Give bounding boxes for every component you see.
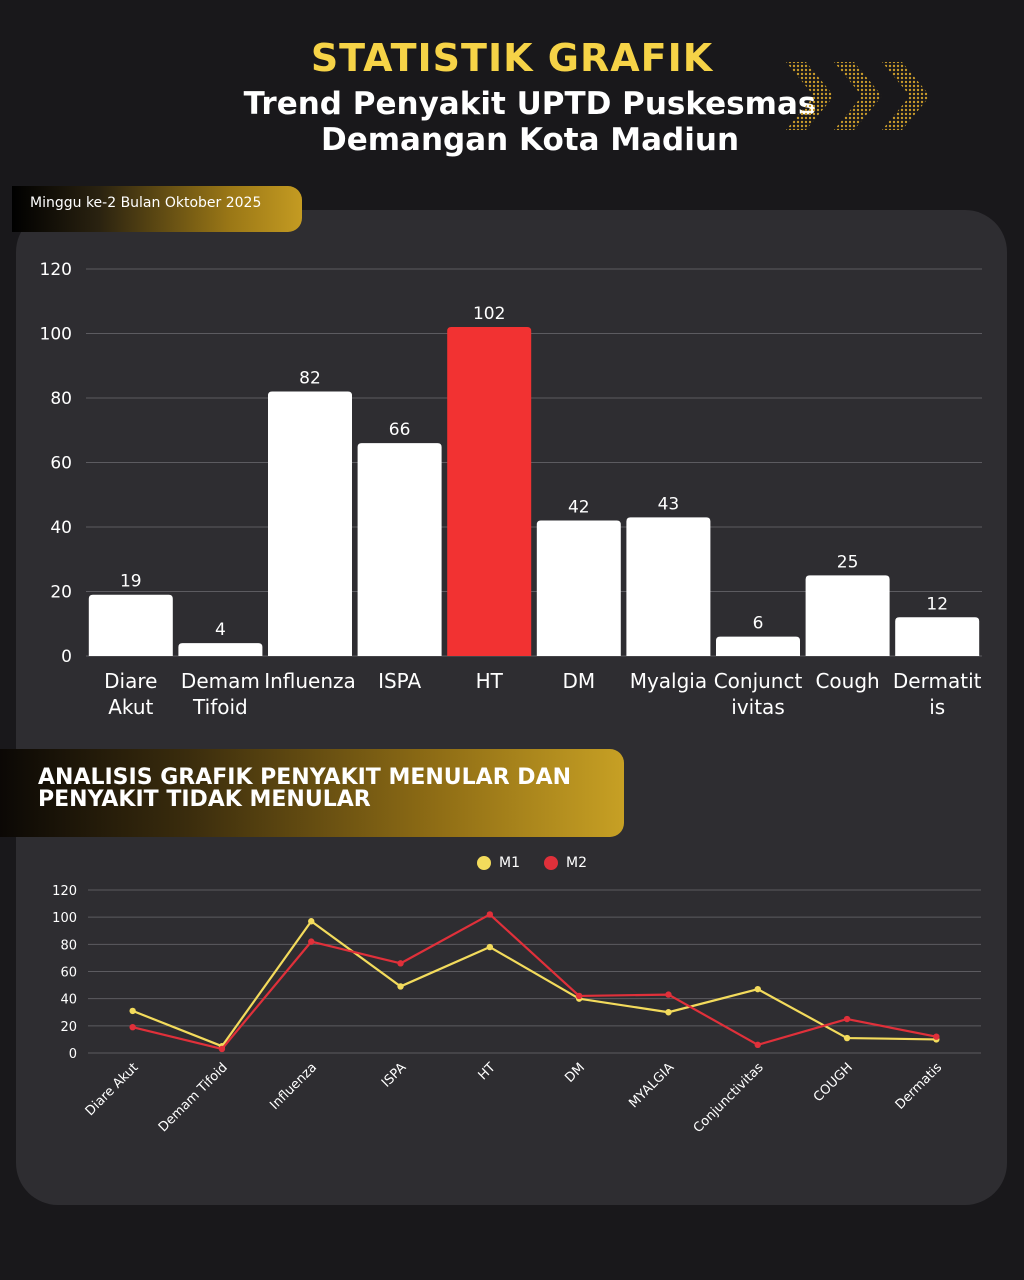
legend-dot-m1 (477, 856, 491, 870)
bar-y-tick-label: 40 (50, 518, 72, 538)
series-point-m2 (308, 938, 315, 945)
bar-dermatitis (895, 617, 980, 656)
series-point-m2 (575, 992, 583, 1000)
bar-value-label: 102 (473, 304, 505, 324)
bar-category-label: Influenza (264, 669, 356, 693)
bar-category-label: ISPA (378, 669, 421, 693)
line-chart-legend: M1 M2 (0, 852, 1024, 874)
series-line-m2 (132, 913, 937, 1051)
bar-demam-tifoid (178, 643, 263, 656)
subtitle-line-1: Trend Penyakit UPTD Puskesmas (243, 86, 817, 122)
legend-item-m1: M1 (477, 852, 520, 874)
bar-diare-akut (88, 594, 173, 656)
series-point-m1 (397, 983, 404, 990)
line-x-tick-label: ISPA (379, 1060, 409, 1090)
line-x-tick-label: HT (476, 1060, 499, 1083)
series-point-m2 (665, 991, 672, 998)
bar-y-tick-label: 20 (50, 583, 72, 603)
section-banner: ANALISIS GRAFIK PENYAKIT MENULAR DAN PEN… (0, 749, 624, 837)
series-point-m2 (486, 911, 494, 918)
line-y-tick-label: 100 (52, 911, 77, 926)
series-point-m1 (486, 943, 494, 951)
line-y-tick-label: 60 (60, 966, 77, 981)
bar-y-tick-label: 100 (40, 325, 72, 345)
bar-category-label: Akut (108, 695, 153, 719)
bar-value-label: 25 (837, 552, 859, 572)
bar-cough (805, 575, 890, 656)
series-point-m2 (218, 1045, 226, 1053)
bar-influenza (268, 391, 352, 656)
series-point-m2 (129, 1023, 136, 1031)
bar-value-label: 43 (658, 494, 680, 514)
legend-dot-m2 (544, 856, 558, 870)
line-y-tick-label: 20 (60, 1020, 77, 1035)
line-x-tick-label: Diare Akut (83, 1060, 142, 1119)
series-point-m2 (933, 1033, 940, 1040)
line-x-tick-label: MYALGIA (626, 1060, 677, 1111)
series-point-m1 (843, 1034, 851, 1042)
legend-item-m2: M2 (544, 852, 587, 874)
page-title: STATISTIK GRAFIK (310, 36, 714, 80)
series-point-m1 (308, 918, 315, 925)
series-point-m2 (754, 1041, 761, 1049)
bar-value-label: 4 (215, 620, 226, 640)
line-y-tick-label: 0 (69, 1047, 77, 1062)
bar-category-label: Demam (181, 669, 260, 693)
bar-y-tick-label: 60 (50, 454, 72, 474)
line-x-tick-label: Conjunctivitas (691, 1060, 767, 1136)
bar-y-tick-label: 120 (40, 260, 72, 280)
bar-value-label: 42 (568, 498, 590, 518)
bar-category-label: Cough (815, 669, 879, 693)
bar-myalgia (626, 517, 711, 656)
bar-dm (536, 520, 621, 656)
line-y-tick-label: 120 (52, 884, 77, 899)
line-x-tick-label: Influenza (267, 1060, 320, 1113)
section-title: ANALISIS GRAFIK PENYAKIT MENULAR DAN PEN… (38, 765, 572, 812)
week-badge: Minggu ke-2 Bulan Oktober 2025 (12, 186, 302, 232)
bar-category-label: Tifoid (192, 695, 248, 719)
line-x-tick-label: Demam Tifoid (156, 1060, 231, 1135)
line-y-tick-label: 40 (60, 993, 77, 1008)
bar-category-label: Dermatit (893, 669, 982, 693)
chevron-arrows-icon (786, 62, 930, 130)
series-point-m2 (843, 1015, 851, 1023)
line-x-tick-label: Dermatis (893, 1060, 946, 1113)
legend-label-m1: M1 (499, 855, 520, 871)
series-point-m2 (397, 960, 404, 967)
bar-value-label: 12 (926, 594, 948, 614)
bar-category-label: Conjunct (714, 669, 803, 693)
bar-category-label: HT (476, 669, 504, 693)
bar-category-label: Diare (104, 669, 157, 693)
series-point-m1 (754, 985, 761, 993)
bar-value-label: 82 (299, 369, 321, 389)
line-x-tick-label: COUGH (811, 1060, 856, 1105)
bar-category-label: DM (562, 669, 595, 693)
series-point-m1 (129, 1007, 136, 1015)
page-subtitle: Trend Penyakit UPTD Puskesmas Demangan K… (230, 86, 830, 158)
line-y-tick-label: 80 (60, 938, 77, 953)
bar-category-label: is (929, 695, 945, 719)
bar-conjunctivitas (716, 636, 800, 656)
series-line-m1 (132, 920, 937, 1048)
series-point-m1 (665, 1009, 672, 1016)
bar-ht (447, 327, 532, 656)
legend-label-m2: M2 (566, 855, 587, 871)
bar-category-label: ivitas (731, 695, 784, 719)
bar-y-tick-label: 0 (61, 647, 72, 667)
bar-value-label: 66 (389, 420, 411, 440)
bar-value-label: 6 (753, 614, 764, 634)
bar-y-tick-label: 80 (50, 389, 72, 409)
line-x-tick-label: DM (562, 1060, 588, 1086)
bar-value-label: 19 (120, 572, 142, 592)
bar-ispa (357, 443, 442, 656)
bar-category-label: Myalgia (630, 669, 707, 693)
subtitle-line-2: Demangan Kota Madiun (320, 122, 740, 158)
